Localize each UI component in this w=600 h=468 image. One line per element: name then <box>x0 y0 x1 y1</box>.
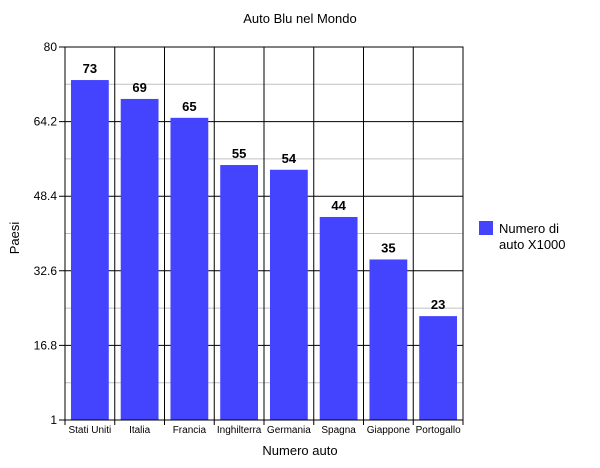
x-tick-label: Giappone <box>367 425 411 436</box>
data-label: 69 <box>132 80 146 95</box>
x-tick-label: Germania <box>267 425 311 436</box>
data-label: 65 <box>182 99 196 114</box>
legend-label: auto X1000 <box>499 237 566 252</box>
x-tick-label: Stati Uniti <box>68 425 111 436</box>
y-tick-label: 64.2 <box>34 115 58 129</box>
plot-frame <box>64 46 464 421</box>
axes: 1 16.8 32.6 48.4 64.2 80 Stati Uniti Italia Fran… <box>34 40 464 436</box>
data-label: 54 <box>282 151 297 166</box>
legend-label: Numero di <box>499 221 559 236</box>
y-axis-title: Paesi <box>7 222 22 255</box>
bars-group <box>70 80 458 421</box>
bar <box>120 98 159 420</box>
data-label: 44 <box>331 198 346 213</box>
bar <box>70 80 109 421</box>
bar <box>369 259 408 420</box>
x-tick-label: Portogallo <box>416 425 461 436</box>
data-label: 55 <box>232 146 246 161</box>
legend: Numero di auto X1000 <box>479 221 566 252</box>
y-tick-label: 80 <box>44 40 58 54</box>
legend-swatch <box>479 221 493 235</box>
y-tick-label: 1 <box>50 413 57 427</box>
x-tick-label: Francia <box>173 425 207 436</box>
bar <box>220 165 259 420</box>
bar <box>269 169 308 420</box>
data-label: 35 <box>381 240 395 255</box>
y-tick-label: 16.8 <box>34 338 58 352</box>
bar <box>419 316 458 420</box>
y-tick-label: 32.6 <box>34 264 58 278</box>
data-labels: 73 69 65 55 54 44 35 23 <box>83 61 446 312</box>
chart-title: Auto Blu nel Mondo <box>243 11 356 26</box>
data-label: 73 <box>83 61 97 76</box>
y-tick-label: 48.4 <box>34 189 58 203</box>
x-tick-label: Spagna <box>321 425 356 436</box>
bar <box>319 216 358 420</box>
x-axis-title: Numero auto <box>262 443 337 458</box>
bar <box>170 117 209 420</box>
data-label: 23 <box>431 297 445 312</box>
x-tick-label: Inghilterra <box>217 425 262 436</box>
x-tick-label: Italia <box>129 425 151 436</box>
